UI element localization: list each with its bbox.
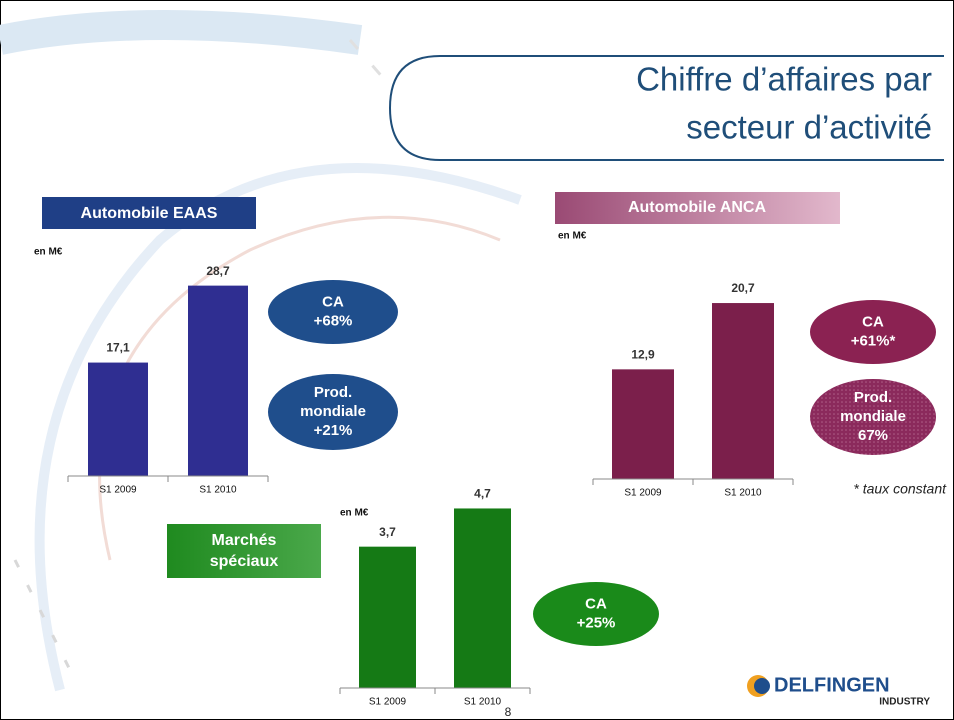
bar xyxy=(712,303,774,479)
x-tick-label: S1 2010 xyxy=(199,485,237,496)
unit-label: en M€ xyxy=(558,231,587,242)
x-tick-label: S1 2009 xyxy=(99,485,137,496)
badge-text: mondiale xyxy=(840,408,906,425)
title: Chiffre d’affaires par xyxy=(636,61,932,98)
bar xyxy=(359,546,416,688)
section-title: Marchés xyxy=(212,532,277,549)
bar xyxy=(612,369,674,479)
badge-text: +21% xyxy=(314,422,353,439)
section-title: spéciaux xyxy=(210,553,279,570)
title-box xyxy=(388,55,944,161)
badge-text: +61%* xyxy=(851,332,896,349)
badge-text: Prod. xyxy=(314,384,352,401)
title: secteur d’activité xyxy=(686,109,932,146)
page-number: 8 xyxy=(505,705,512,719)
logo-sub: INDUSTRY xyxy=(879,697,930,708)
badge xyxy=(268,280,398,344)
section-banner xyxy=(167,524,321,578)
section-title: Automobile EAAS xyxy=(81,205,218,222)
value-label: 20,7 xyxy=(731,281,755,295)
bar xyxy=(454,508,511,688)
x-tick-label: S1 2009 xyxy=(624,488,662,499)
value-label: 28,7 xyxy=(206,264,230,278)
badge-text: mondiale xyxy=(300,403,366,420)
section-title: Automobile ANCA xyxy=(628,199,767,216)
badge-text: 67% xyxy=(858,427,888,444)
unit-label: en M€ xyxy=(340,508,369,519)
logo-icon xyxy=(754,678,770,694)
decor xyxy=(34,163,522,692)
x-tick-label: S1 2010 xyxy=(724,488,762,499)
badge xyxy=(810,379,936,455)
badge xyxy=(810,300,936,364)
bar xyxy=(188,285,248,476)
badge-text: CA xyxy=(322,293,344,310)
value-label: 17,1 xyxy=(106,341,130,355)
badge xyxy=(533,582,659,646)
section-banner xyxy=(42,197,256,229)
decor xyxy=(0,10,363,55)
x-tick-label: S1 2010 xyxy=(464,697,502,708)
badge-text: +25% xyxy=(577,614,616,631)
bar xyxy=(88,362,148,476)
badge-text: +68% xyxy=(314,312,353,329)
badge-text: CA xyxy=(585,595,607,612)
badge xyxy=(268,374,398,450)
badge-text: CA xyxy=(862,313,884,330)
footnote: * taux constant xyxy=(853,481,947,497)
section-banner xyxy=(555,192,840,224)
unit-label: en M€ xyxy=(34,247,63,258)
value-label: 3,7 xyxy=(379,525,396,539)
logo: DELFINGEN xyxy=(774,674,890,696)
value-label: 12,9 xyxy=(631,348,655,362)
value-label: 4,7 xyxy=(474,487,491,501)
badge-text: Prod. xyxy=(854,389,892,406)
x-tick-label: S1 2009 xyxy=(369,697,407,708)
